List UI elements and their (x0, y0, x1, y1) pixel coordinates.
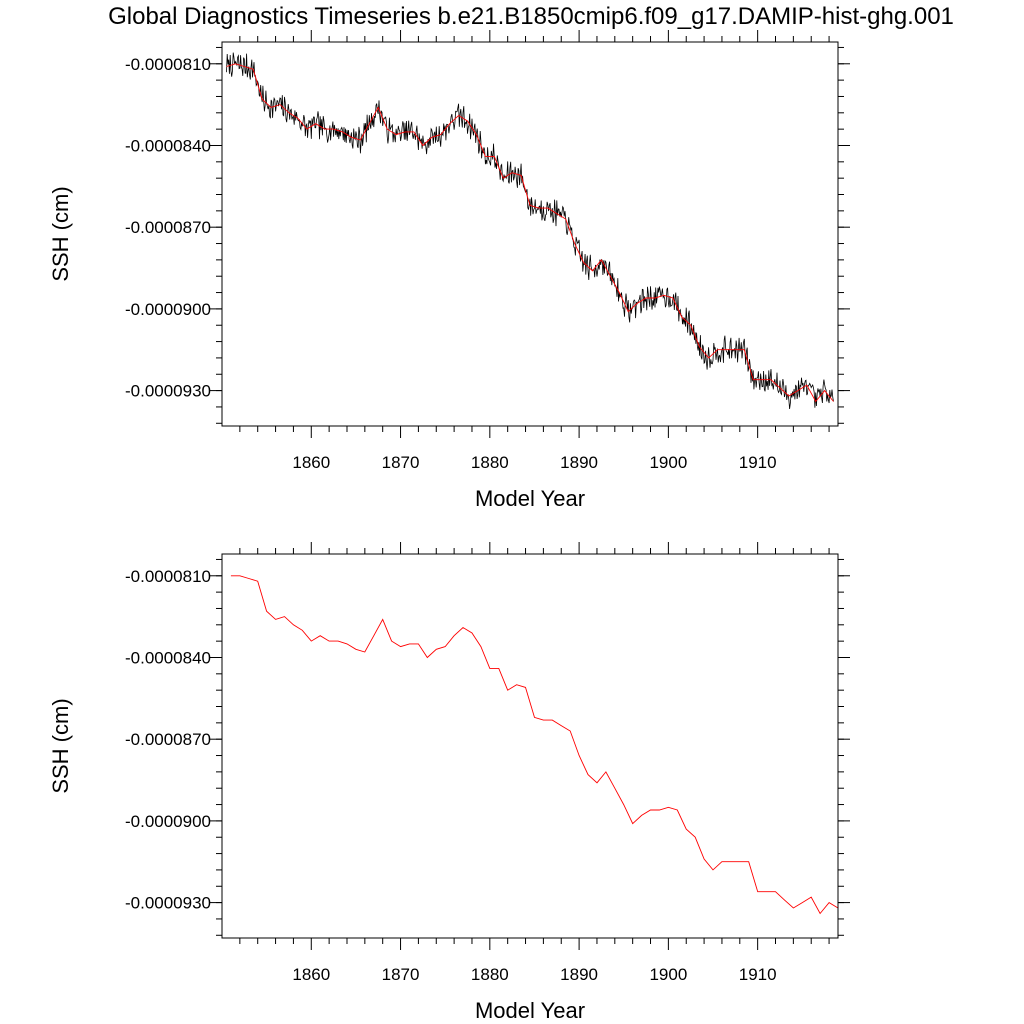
x-tick-label: 1870 (382, 965, 420, 984)
x-tick-label: 1900 (649, 965, 687, 984)
top-panel-xlabel: Model Year (475, 486, 585, 511)
bottom-panel-annual-series (230, 575, 839, 915)
y-tick-label: -0.0000810 (125, 567, 211, 586)
x-tick-label: 1880 (471, 453, 509, 472)
x-tick-label: 1890 (560, 453, 598, 472)
x-tick-label: 1910 (739, 453, 777, 472)
top-panel-annual-series (226, 63, 834, 403)
y-tick-label: -0.0000930 (125, 382, 211, 401)
bottom-panel-tick-labels: 1860 1870 1880 1890 1900 1910 -0.0000810 -0.000… (125, 567, 777, 984)
bottom-panel: 1860 1870 1880 1890 1900 1910 -0.0000810 -0.000… (48, 542, 850, 1023)
x-tick-label: 1880 (471, 965, 509, 984)
bottom-panel-annual-line (230, 575, 839, 915)
top-panel-frame (221, 41, 839, 427)
top-panel: 1860 1870 1880 1890 1900 1910 -0.0000810 -0.000… (48, 30, 850, 511)
top-panel-monthly-line (226, 52, 834, 410)
figure-title: Global Diagnostics Timeseries b.e21.B185… (108, 3, 954, 30)
x-tick-label: 1860 (292, 453, 330, 472)
x-tick-label: 1900 (649, 453, 687, 472)
y-tick-label: -0.0000870 (125, 730, 211, 749)
y-tick-label: -0.0000840 (125, 136, 211, 155)
x-tick-label: 1910 (739, 965, 777, 984)
top-panel-tick-labels: 1860 1870 1880 1890 1900 1910 -0.0000810 -0.000… (125, 55, 777, 472)
top-panel-ylabel: SSH (cm) (48, 186, 73, 281)
bottom-panel-ylabel: SSH (cm) (48, 698, 73, 793)
top-panel-monthly-series (226, 52, 834, 410)
x-tick-label: 1890 (560, 965, 598, 984)
y-tick-label: -0.0000810 (125, 55, 211, 74)
top-panel-ticks (210, 30, 850, 438)
bottom-panel-frame (221, 553, 839, 939)
y-tick-label: -0.0000840 (125, 648, 211, 667)
y-tick-label: -0.0000900 (125, 300, 211, 319)
bottom-panel-xlabel: Model Year (475, 998, 585, 1023)
bottom-panel-ticks (210, 542, 850, 950)
y-tick-label: -0.0000870 (125, 218, 211, 237)
top-panel-annual-line (226, 63, 834, 403)
y-tick-label: -0.0000900 (125, 812, 211, 831)
x-tick-label: 1860 (292, 965, 330, 984)
y-tick-label: -0.0000930 (125, 894, 211, 913)
x-tick-label: 1870 (382, 453, 420, 472)
